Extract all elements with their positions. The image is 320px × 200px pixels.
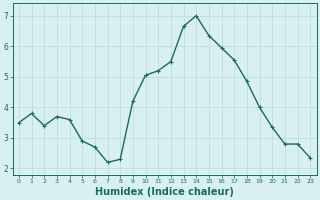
X-axis label: Humidex (Indice chaleur): Humidex (Indice chaleur)	[95, 187, 234, 197]
